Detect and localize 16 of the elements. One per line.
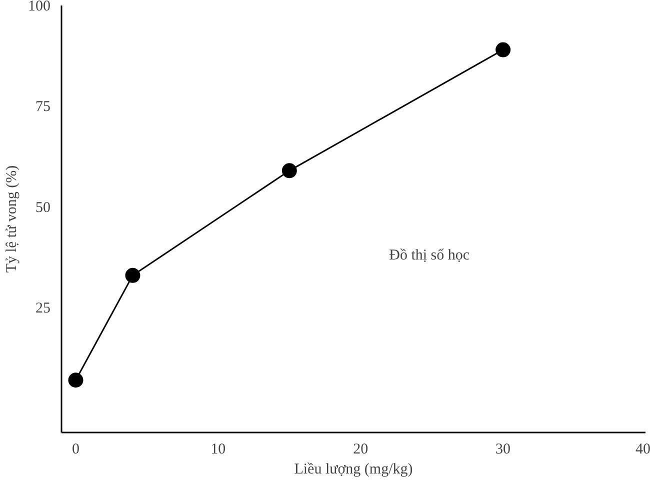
y-tick-label: 75 <box>36 99 50 116</box>
point <box>125 268 140 283</box>
y-tick-label: 25 <box>36 300 50 317</box>
x-tick-label: 40 <box>636 442 650 458</box>
point <box>282 163 297 178</box>
x-tick-label: 10 <box>210 442 226 458</box>
x-tick-label: 30 <box>496 442 511 458</box>
x-axis-title: Liều lượng (mg/kg) <box>294 462 413 478</box>
point <box>496 42 511 58</box>
x-tick-label: 0 <box>72 442 80 458</box>
point <box>68 372 84 388</box>
annotation: Đồ thị số học <box>389 247 470 264</box>
y-axis-title: Tỷ lệ tử vong (%) <box>4 165 20 273</box>
x-tick-label: 20 <box>353 442 368 458</box>
y-tick-label: 50 <box>36 200 50 216</box>
y-tick-label: 100 <box>28 0 50 14</box>
